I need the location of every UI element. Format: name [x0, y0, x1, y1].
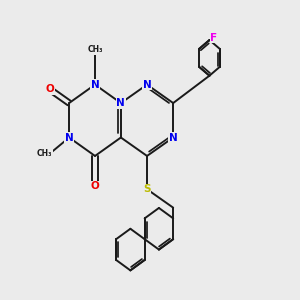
Text: O: O	[91, 181, 99, 191]
Text: N: N	[143, 80, 152, 90]
Text: S: S	[143, 184, 151, 194]
Text: N: N	[65, 133, 74, 142]
Text: N: N	[116, 98, 125, 108]
Text: CH₃: CH₃	[37, 149, 52, 158]
Text: N: N	[91, 80, 99, 90]
Text: N: N	[169, 133, 178, 142]
Text: F: F	[210, 33, 218, 43]
Text: CH₃: CH₃	[87, 45, 103, 54]
Text: O: O	[46, 84, 54, 94]
